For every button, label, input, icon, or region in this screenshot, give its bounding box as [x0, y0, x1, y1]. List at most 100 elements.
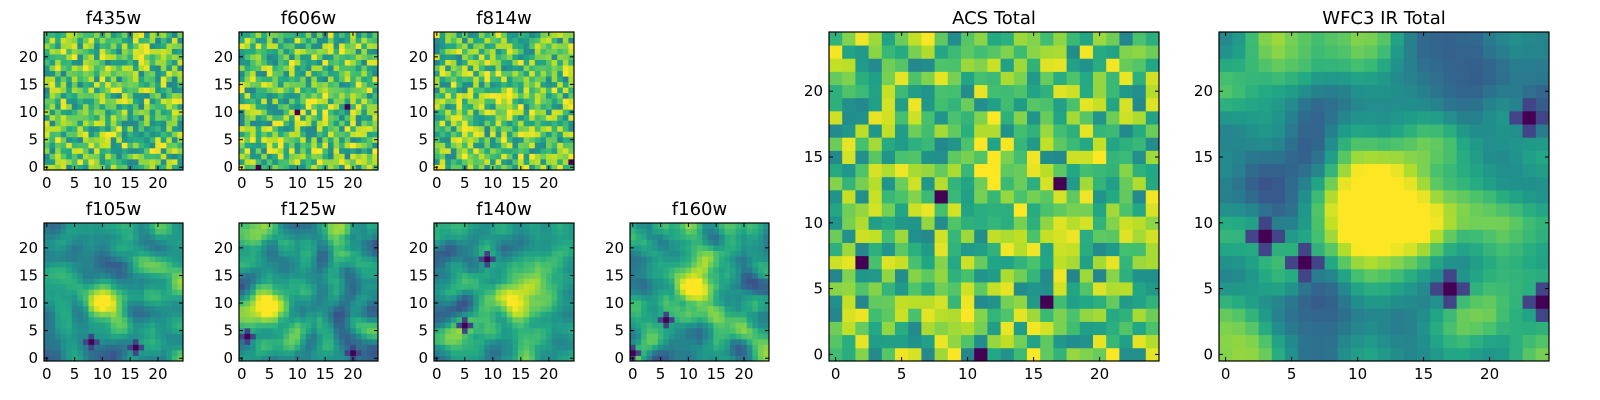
heatmap-cell	[121, 300, 128, 307]
heatmap-cell	[1145, 321, 1160, 336]
heatmap-cell	[266, 147, 273, 154]
heatmap-cell	[155, 37, 162, 44]
heatmap-cell	[568, 316, 575, 323]
heatmap-cell	[105, 261, 112, 268]
heatmap-cell	[305, 228, 312, 235]
heatmap-cell	[289, 147, 295, 154]
heatmap-cell	[116, 32, 123, 38]
heatmap-cell	[77, 250, 84, 257]
heatmap-cell	[529, 289, 536, 296]
heatmap-cell	[49, 48, 56, 55]
heatmap-cell	[66, 125, 73, 132]
heatmap-cell	[66, 43, 73, 49]
heatmap-cell	[261, 142, 268, 149]
heatmap-cell	[523, 239, 530, 246]
heatmap-cell	[881, 189, 896, 204]
heatmap-cell	[713, 322, 720, 329]
heatmap-cell	[339, 59, 346, 66]
heatmap-cell	[339, 98, 346, 105]
heatmap-cell	[305, 234, 312, 240]
heatmap-cell	[551, 327, 558, 334]
heatmap-cell	[132, 164, 139, 171]
heatmap-cell	[372, 147, 379, 154]
heatmap-cell	[546, 322, 552, 329]
heatmap-cell	[456, 87, 463, 94]
heatmap-cell	[434, 59, 440, 66]
heatmap-cell	[255, 37, 262, 44]
heatmap-cell	[685, 349, 692, 356]
heatmap-cell	[495, 234, 502, 240]
heatmap-cell	[467, 223, 474, 229]
heatmap-cell	[94, 316, 100, 323]
heatmap-cell	[144, 70, 151, 77]
heatmap-cell	[272, 327, 279, 334]
heatmap-cell	[473, 344, 480, 351]
heatmap-cell	[473, 250, 480, 257]
x-tick-label: 5	[656, 365, 666, 383]
heatmap-cell	[450, 37, 457, 44]
heatmap-cell	[534, 114, 541, 121]
heatmap-cell	[763, 333, 770, 340]
heatmap-cell	[842, 176, 856, 191]
y-tick-label: 10	[605, 294, 624, 312]
heatmap-cell	[557, 131, 564, 138]
heatmap-cell	[339, 316, 346, 323]
heatmap-cell	[316, 43, 323, 49]
heatmap-cell	[105, 81, 112, 88]
heatmap-cell	[1013, 295, 1028, 309]
heatmap-cell	[160, 158, 167, 165]
heatmap-cell	[467, 294, 474, 301]
heatmap-cell	[707, 250, 714, 257]
heatmap-cell	[294, 327, 301, 334]
heatmap-cell	[934, 176, 949, 191]
heatmap-cell	[105, 37, 112, 44]
heatmap-cell	[55, 98, 62, 105]
heatmap-cell	[138, 349, 145, 356]
heatmap-cell	[763, 250, 770, 257]
heatmap-cell	[551, 92, 558, 99]
heatmap-cell	[456, 131, 463, 138]
heatmap-cell	[327, 283, 334, 290]
heatmap-cell	[450, 283, 457, 290]
heatmap-cell	[534, 37, 541, 44]
heatmap-cell	[490, 234, 496, 240]
heatmap-cell	[512, 98, 519, 105]
heatmap-cell	[518, 305, 524, 312]
heatmap-cell	[568, 43, 575, 49]
heatmap-cell	[311, 59, 318, 66]
heatmap-cell	[138, 114, 145, 121]
heatmap-cell	[82, 147, 89, 154]
heatmap-cell	[49, 344, 56, 351]
heatmap-cell	[1053, 163, 1067, 178]
heatmap-cell	[674, 311, 681, 318]
heatmap-cell	[757, 333, 764, 340]
heatmap-cell	[322, 283, 329, 290]
heatmap-cell	[60, 37, 67, 44]
heatmap-cell	[283, 272, 290, 279]
heatmap-cell	[680, 228, 686, 235]
heatmap-cell	[512, 81, 519, 88]
heatmap-cell	[177, 125, 184, 132]
heatmap-cell	[529, 158, 536, 165]
heatmap-cell	[127, 272, 134, 279]
heatmap-cell	[110, 114, 117, 121]
heatmap-cell	[99, 338, 106, 345]
heatmap-cell	[277, 228, 284, 235]
heatmap-cell	[82, 103, 89, 110]
heatmap-cell	[512, 355, 519, 362]
heatmap-cell	[88, 239, 95, 246]
heatmap-cell	[540, 250, 547, 257]
heatmap-cell	[523, 54, 530, 60]
heatmap-cell	[551, 333, 558, 340]
heatmap-cell	[1145, 216, 1160, 230]
heatmap-cell	[261, 283, 268, 290]
heatmap-cell	[1066, 255, 1081, 270]
heatmap-cell	[551, 158, 558, 165]
heatmap-cell	[551, 37, 558, 44]
heatmap-cell	[105, 239, 112, 246]
heatmap-cell	[333, 300, 340, 307]
heatmap-cell	[327, 322, 334, 329]
heatmap-cell	[60, 322, 67, 329]
heatmap-cell	[127, 300, 134, 307]
heatmap-cell	[868, 176, 883, 191]
